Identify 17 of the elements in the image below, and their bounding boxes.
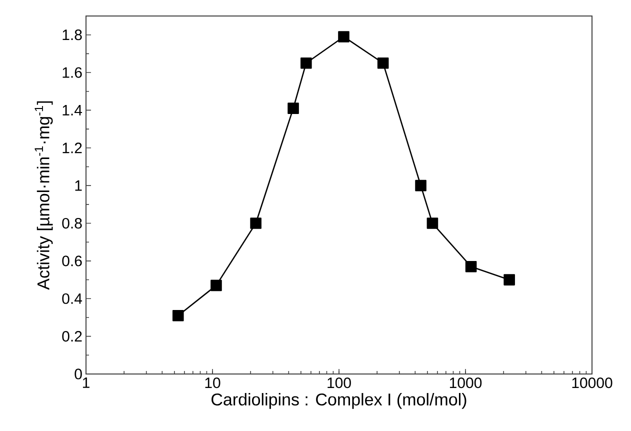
y-tick-label: 0	[74, 368, 82, 380]
y-tick-label: 0.4	[62, 293, 82, 304]
y-tick-label: 1	[75, 180, 82, 191]
x-tick-label: 1	[82, 378, 90, 388]
y-tick-label: 0.6	[62, 256, 82, 266]
y-tick-label: 1.6	[62, 67, 82, 78]
x-tick-label: 100	[328, 378, 351, 388]
y-tick-label: 0.8	[62, 218, 82, 229]
y-tick-label: 1.4	[62, 105, 82, 116]
x-tick-label: 1000	[450, 378, 482, 388]
y-tick-label: 1.2	[62, 142, 82, 154]
y-tick-label: 1.8	[62, 30, 82, 40]
y-axis-title: Activity [µmol·min$^{-1}$·mg$^{-1}$]	[34, 101, 53, 290]
x-axis-title: Cardiolipins : Complex I (mol/mol)	[212, 393, 466, 409]
y-tick-label: 0.2	[62, 331, 82, 342]
x-tick-label: 10000	[572, 378, 612, 388]
x-tick-label: 10	[205, 378, 220, 388]
